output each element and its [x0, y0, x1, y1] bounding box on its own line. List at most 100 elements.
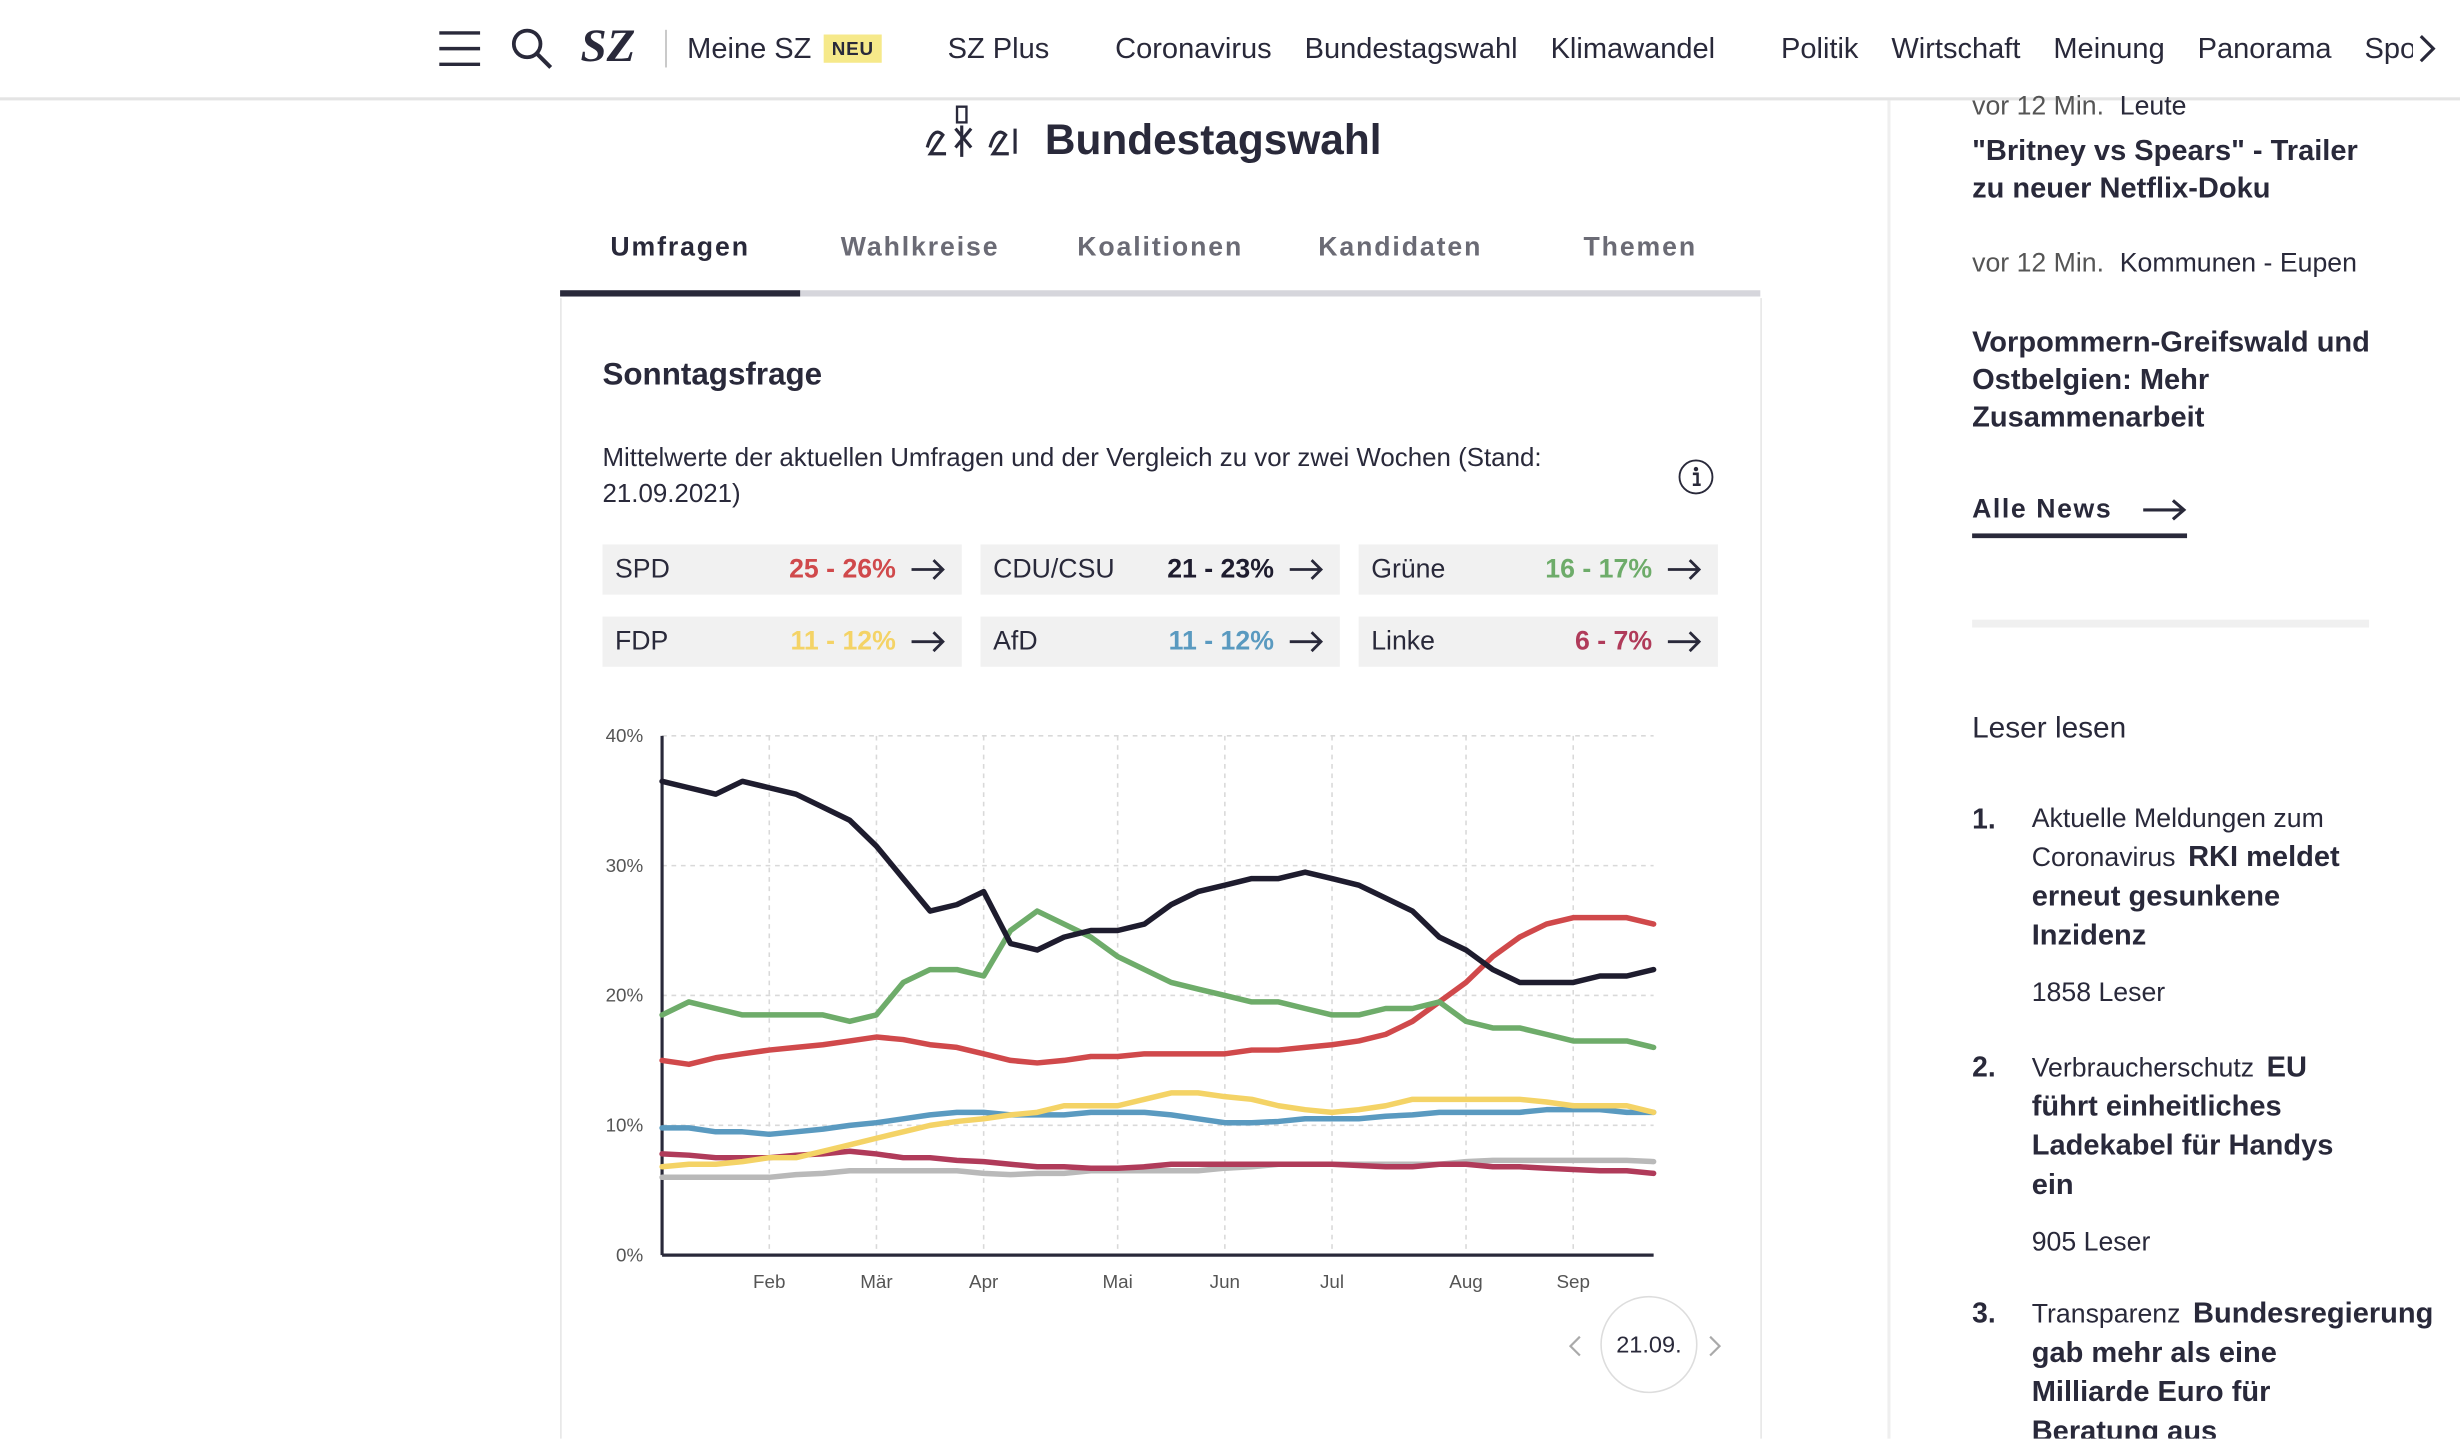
- party-name: Linke: [1371, 625, 1435, 656]
- x-tick-label: Mär: [860, 1271, 892, 1292]
- nav-item[interactable]: Klimawandel: [1551, 28, 1716, 67]
- party-name: FDP: [615, 625, 669, 656]
- party-range: 16 - 17%: [1545, 553, 1653, 584]
- x-tick-label: Sep: [1556, 1271, 1589, 1292]
- y-tick-label: 30%: [606, 855, 644, 876]
- rank: 2.: [1972, 1051, 1996, 1083]
- nav-label: Politik: [1781, 30, 1859, 64]
- popular-topic: Verbraucherschutz: [2031, 1052, 2255, 1083]
- news-headline[interactable]: "Britney vs Spears" - Trailer zu neuer N…: [1972, 133, 2358, 204]
- news-topic: Kommunen - Eupen: [2119, 247, 2357, 278]
- popular-item[interactable]: Transparenz Bundesregierung gab mehr als …: [2031, 1294, 2434, 1439]
- news-topic: Leute: [2119, 90, 2187, 121]
- series-line: [659, 908, 1657, 1051]
- rank: 3.: [1972, 1297, 1996, 1329]
- nav-item[interactable]: Meine SZ NEU: [687, 28, 882, 67]
- popular-item[interactable]: Verbraucherschutz EU führt einheitliches …: [2032, 1048, 2380, 1261]
- nav-item[interactable]: SZ Plus: [948, 28, 1050, 67]
- summary-box[interactable]: Linke 6 - 7%: [1358, 616, 1718, 667]
- series-line: [659, 1090, 1657, 1170]
- arrow-icon: [1667, 559, 1702, 580]
- menu-icon[interactable]: [436, 27, 483, 71]
- nav-label: Wirtschaft: [1891, 30, 2021, 64]
- page-title: Bundestagswahl: [1044, 116, 1382, 164]
- nav-label: Meine SZ: [687, 30, 812, 64]
- party-name: SPD: [615, 553, 670, 584]
- reader-count: 1858 Leser: [2031, 977, 2166, 1008]
- nav-label: Sport: [2364, 30, 2413, 64]
- summary-box[interactable]: FDP 11 - 12%: [602, 616, 962, 667]
- nav-item[interactable]: Panorama: [2198, 28, 2332, 67]
- popular-topic: Transparenz: [2031, 1299, 2181, 1329]
- card-title: Sonntagsfrage: [602, 357, 823, 393]
- news-time: vor 12 Min.: [1972, 90, 2105, 121]
- summary-box[interactable]: Grüne 16 - 17%: [1358, 544, 1718, 595]
- top-nav: SZ Meine SZ NEU SZ Plus Coronavirus Bundesta…: [0, 0, 2460, 101]
- all-news-link[interactable]: Alle News: [1972, 491, 2188, 539]
- nav-item[interactable]: Meinung: [2053, 28, 2164, 67]
- tab-active-indicator: [560, 290, 801, 297]
- date-button[interactable]: 21.09.: [1600, 1295, 1698, 1394]
- party-range: 11 - 12%: [790, 625, 896, 656]
- y-tick-label: 0%: [616, 1244, 643, 1265]
- nav-label: SZ Plus: [947, 30, 1050, 64]
- popular-headline: RKI meldet erneut gesunkene Inzidenz: [2031, 839, 2340, 951]
- arrow-icon: [911, 559, 945, 580]
- arrow-icon: [911, 631, 945, 653]
- next-arrow[interactable]: [1705, 1334, 1724, 1359]
- nav-list: Meine SZ NEU SZ Plus Coronavirus Bundestagsw…: [687, 28, 2413, 67]
- x-tick-label: Aug: [1449, 1271, 1482, 1292]
- party-range: 21 - 23%: [1167, 553, 1274, 584]
- prev-arrow[interactable]: [1566, 1334, 1585, 1359]
- news-headline[interactable]: Vorpommern-Greifswald und Ostbelgien: Me…: [1972, 324, 2370, 434]
- x-tick-label: Mai: [1102, 1271, 1132, 1292]
- series-line: [659, 1157, 1657, 1181]
- party-range: 6 - 7%: [1574, 625, 1653, 656]
- nav-item[interactable]: Politik: [1781, 28, 1858, 67]
- popular-topic: Aktuelle Meldungen zum Coronavirus: [2031, 803, 2324, 873]
- search-icon[interactable]: [510, 27, 554, 71]
- party-name: Grüne: [1371, 553, 1446, 584]
- card: [560, 298, 1762, 1439]
- popular-headline: Bundesregierung gab mehr als eine Millia…: [2031, 1295, 2434, 1439]
- tab[interactable]: Themen: [1583, 232, 1698, 263]
- arrow-icon: [2143, 499, 2187, 521]
- series-line: [659, 1106, 1657, 1138]
- logo[interactable]: SZ: [580, 20, 636, 73]
- popular-item[interactable]: Aktuelle Meldungen zum Coronavirus RKI me…: [2032, 800, 2380, 1012]
- arrow-icon: [1289, 559, 1324, 580]
- reader-count: 905 Leser: [2031, 1226, 2151, 1257]
- tab[interactable]: Umfragen: [610, 232, 750, 263]
- info-icon[interactable]: [1677, 458, 1715, 496]
- rank: 1.: [1972, 803, 1996, 835]
- nav-label: Bundestagswahl: [1304, 30, 1518, 64]
- nav-item[interactable]: Coronavirus: [1115, 28, 1271, 67]
- nav-label: Panorama: [2197, 30, 2332, 64]
- party-name: CDU/CSU: [993, 553, 1115, 584]
- sidebar-rule: [1972, 619, 2370, 628]
- tab[interactable]: Kandidaten: [1318, 232, 1483, 263]
- series-line: [659, 1148, 1657, 1177]
- party-name: AfD: [993, 625, 1038, 656]
- series-line: [659, 914, 1657, 1068]
- tab[interactable]: Koalitionen: [1077, 232, 1244, 263]
- nav-item[interactable]: Sport: [2365, 28, 2413, 67]
- separator: [665, 29, 667, 68]
- card-subtitle: Mittelwerte der aktuellen Umfragen und d…: [602, 443, 1542, 509]
- nav-item[interactable]: Wirtschaft: [1891, 28, 2020, 67]
- summary-box[interactable]: SPD 25 - 26%: [602, 544, 962, 595]
- arrow-icon: [1667, 631, 1702, 653]
- nav-label: Klimawandel: [1550, 30, 1716, 64]
- arrow-icon: [1289, 631, 1324, 653]
- summary-box[interactable]: CDU/CSU 21 - 23%: [980, 544, 1340, 595]
- y-tick-label: 20%: [606, 985, 644, 1006]
- nav-scroll-arrow[interactable]: [2416, 32, 2439, 65]
- tab[interactable]: Wahlkreise: [840, 232, 1000, 263]
- nav-item[interactable]: Bundestagswahl: [1305, 28, 1518, 67]
- y-tick-label: 40%: [606, 725, 644, 746]
- summary-box[interactable]: AfD 11 - 12%: [980, 616, 1340, 667]
- x-tick-label: Apr: [969, 1271, 998, 1292]
